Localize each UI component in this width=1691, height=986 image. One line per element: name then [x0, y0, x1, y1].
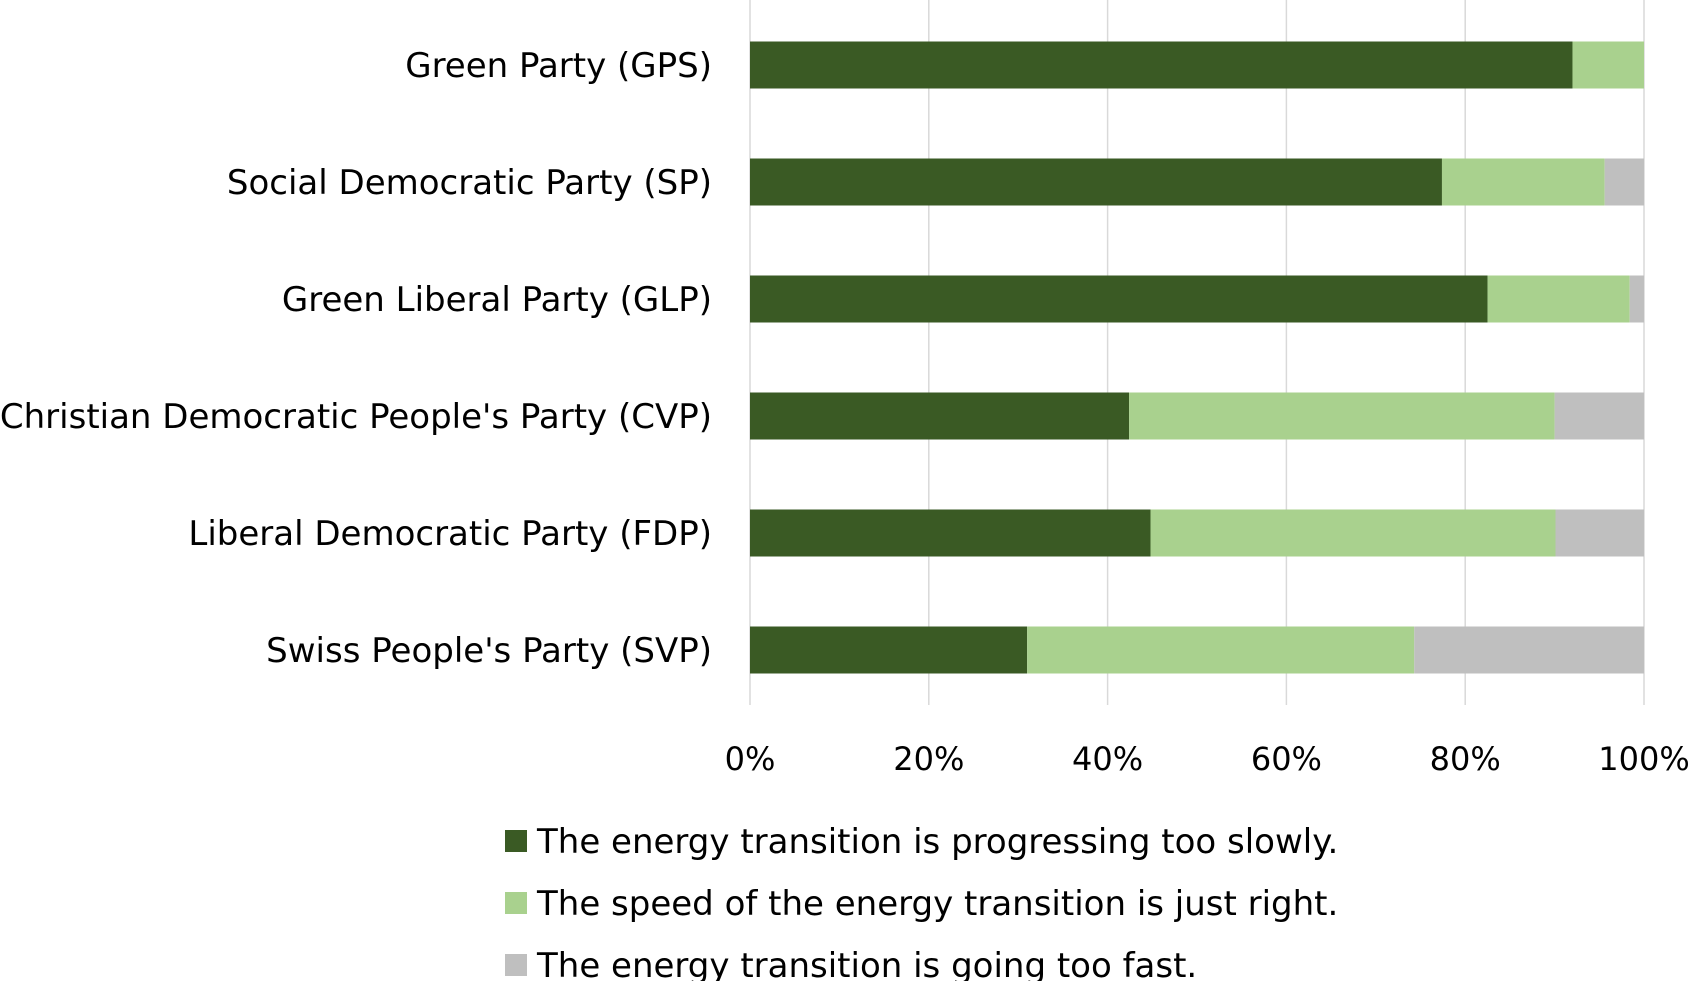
gridlines — [749, 0, 1645, 705]
bar-segment — [1441, 158, 1605, 206]
x-tick-label: 100% — [1598, 740, 1689, 778]
legend: The energy transition is progressing too… — [505, 822, 1338, 986]
legend-label: The energy transition is going too fast. — [536, 946, 1197, 981]
bar-segment — [750, 275, 1488, 323]
category-label: Liberal Democratic Party (FDP) — [188, 514, 712, 554]
bar-segment — [1604, 158, 1644, 206]
x-tick-label: 80% — [1430, 740, 1501, 778]
legend-swatch — [505, 830, 527, 852]
category-label: Green Party (GPS) — [405, 46, 712, 86]
legend-label: The energy transition is progressing too… — [536, 822, 1338, 862]
x-tick-label: 60% — [1251, 740, 1322, 778]
bar-segment — [1487, 275, 1630, 323]
category-label: Christian Democratic People's Party (CVP… — [0, 397, 712, 437]
x-tick-label: 20% — [893, 740, 964, 778]
bar-segment — [1150, 509, 1556, 557]
x-tick-labels: 0% 20% 40% 60% 80% 100% — [725, 740, 1690, 778]
bar-segment — [1554, 392, 1644, 440]
x-tick-label: 0% — [725, 740, 776, 778]
category-labels: Green Party (GPS) Social Democratic Party… — [0, 46, 712, 671]
bar-segment — [750, 158, 1442, 206]
bar-segment — [750, 509, 1151, 557]
x-tick-label: 40% — [1072, 740, 1143, 778]
category-label: Swiss People's Party (SVP) — [266, 631, 712, 671]
bars — [750, 41, 1644, 674]
bar-segment — [750, 392, 1130, 440]
bar-segment — [1572, 41, 1644, 89]
legend-swatch — [505, 954, 527, 976]
bar-segment — [1555, 509, 1644, 557]
category-label: Green Liberal Party (GLP) — [282, 280, 712, 320]
bar-segment — [1629, 275, 1644, 323]
legend-swatch — [505, 892, 527, 914]
bar-segment — [750, 626, 1028, 674]
bar-segment — [1414, 626, 1644, 674]
bar-segment — [1129, 392, 1555, 440]
bar-segment — [750, 41, 1573, 89]
bar-segment — [1027, 626, 1415, 674]
legend-label: The speed of the energy transition is ju… — [536, 884, 1338, 924]
category-label: Social Democratic Party (SP) — [227, 163, 712, 203]
